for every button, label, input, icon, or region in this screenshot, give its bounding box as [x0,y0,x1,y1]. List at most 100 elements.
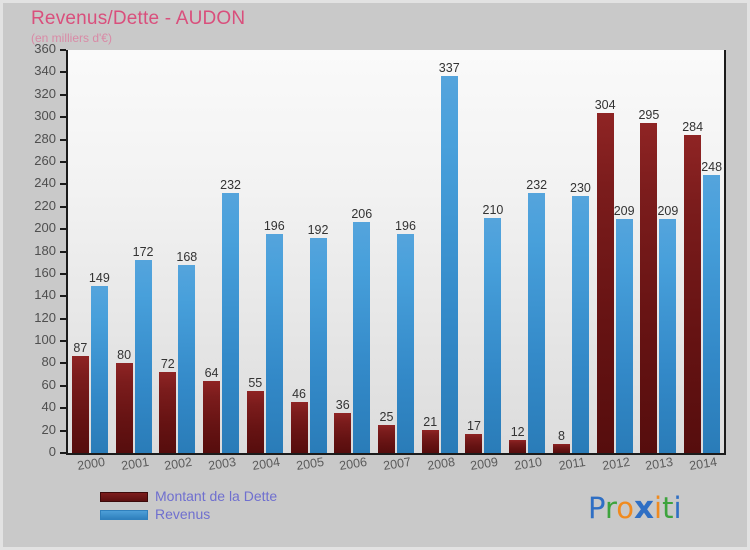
y-axis-tick-mark [60,183,66,186]
bar-debt[interactable]: 64 [203,366,221,453]
y-axis: 0 20 40 60 80 100 120 140 160 180 200 220 240 260 280 3… [3,41,66,459]
bar-revenue[interactable]: 232 [526,178,547,453]
bar-value-label: 210 [482,202,504,217]
proxiti-logo[interactable]: Proxiti [588,492,682,525]
bar-revenue[interactable]: 196 [264,219,285,453]
bar-value-label: 209 [657,204,679,219]
bar-revenue[interactable]: 337 [439,61,460,453]
bar-debt[interactable]: 55 [246,376,264,453]
y-axis-tick-mark [60,362,66,365]
bar-group: 17 210 [462,50,506,453]
bar-group: 8 230 [549,50,593,453]
bar-revenue[interactable]: 206 [351,207,372,453]
y-axis-tick-mark [60,205,66,208]
x-axis-tick-label: 2005 [294,454,325,474]
bar-group: 304 209 [593,50,637,453]
bar-value-label: 206 [351,207,373,222]
bar-value-label: 337 [438,60,460,75]
bar-value-label: 230 [569,180,591,195]
y-axis-tick-mark [60,49,66,51]
chart-legend: Montant de la Dette Revenus [100,489,277,525]
bar-debt[interactable]: 17 [465,419,483,453]
bar-revenue[interactable]: 210 [483,203,503,453]
bar-debt[interactable]: 25 [377,410,395,453]
bar-revenue[interactable]: 248 [701,160,722,453]
x-axis-tick-label: 2011 [557,454,587,473]
bar-revenue[interactable]: 232 [220,178,241,453]
x-axis-tick-label: 2013 [644,454,675,474]
bar-group: 55 196 [243,50,287,453]
bar-value-label: 21 [423,414,438,429]
y-axis-tick-label: 300 [34,108,56,124]
y-axis-tick-label: 60 [41,376,56,392]
y-axis-tick-label: 0 [48,444,56,459]
bar-value-label: 8 [557,429,565,444]
legend-swatch [100,491,148,502]
bar-revenue[interactable]: 196 [395,219,416,453]
bar-debt[interactable]: 46 [290,387,308,453]
logo-letter: x [634,490,655,526]
y-axis-tick-mark [60,429,66,432]
bar-debt[interactable]: 72 [159,357,177,453]
x-axis-tick-label: 2009 [469,454,500,474]
y-axis-tick-label: 340 [34,63,56,79]
bar-revenue[interactable]: 168 [176,250,197,453]
bar-value-label: 17 [467,418,481,433]
bar-debt[interactable]: 304 [595,98,616,453]
bar-value-label: 168 [176,249,198,264]
bar-debt[interactable]: 8 [552,429,570,453]
bar-value-label: 12 [510,424,525,439]
bar-revenue[interactable]: 149 [89,271,110,453]
bar-group: 295 209 [637,50,681,453]
y-axis-tick-label: 240 [34,175,56,191]
legend-item[interactable]: Revenus [100,507,277,522]
logo-letter: r [604,491,617,525]
bar-group: 46 192 [287,50,331,453]
bar-value-label: 284 [682,120,704,135]
y-axis-tick-mark [60,407,66,410]
bar-revenue[interactable]: 172 [133,245,154,453]
x-axis-tick-label: 2008 [425,454,456,474]
x-axis-tick-label: 2014 [688,454,719,474]
bar-value-label: 149 [88,271,110,286]
bar-debt[interactable]: 12 [509,425,527,453]
y-axis-tick-label: 120 [34,309,56,325]
bar-debt[interactable]: 295 [638,108,659,453]
legend-label: Revenus [155,506,211,522]
bar-value-label: 192 [307,223,329,238]
bar-value-label: 46 [292,386,306,401]
x-axis-tick-label: 2000 [76,454,106,474]
y-axis-tick-label: 160 [34,264,56,280]
bar-revenue[interactable]: 209 [614,204,635,453]
bar-revenue[interactable]: 209 [657,204,678,453]
y-axis-tick-label: 200 [34,220,56,236]
bar-value-label: 304 [594,97,616,112]
y-axis-tick-mark [60,250,66,253]
logo-letter: i [673,491,682,525]
bar-debt[interactable]: 80 [115,348,133,453]
bar-revenue[interactable]: 230 [570,181,591,453]
page-title: Revenus/Dette - AUDON [31,8,246,29]
bar-group: 21 337 [418,50,462,453]
logo-letter: o [616,491,635,525]
y-axis-tick-mark [60,228,66,231]
bar-value-label: 87 [73,340,88,355]
legend-item[interactable]: Montant de la Dette [100,489,277,504]
y-axis-tick-mark [60,116,66,119]
bar-value-label: 295 [638,107,660,122]
logo-letter: P [588,491,605,525]
bar-debt[interactable]: 21 [421,415,439,453]
y-axis-tick-mark [60,317,66,320]
y-axis-tick-mark [60,452,66,454]
bar-group: 80 172 [112,50,156,453]
title-block: Revenus/Dette - AUDON (en milliers d'€) [31,7,451,46]
bar-debt[interactable]: 87 [71,341,89,453]
bar-revenue[interactable]: 192 [308,223,328,453]
bar-group: 72 168 [155,50,199,453]
bar-value-label: 172 [132,245,154,260]
bar-debt[interactable]: 36 [334,398,352,453]
bar-debt[interactable]: 284 [682,120,703,453]
bar-group: 12 232 [505,50,549,453]
y-axis-tick-label: 20 [41,421,56,437]
